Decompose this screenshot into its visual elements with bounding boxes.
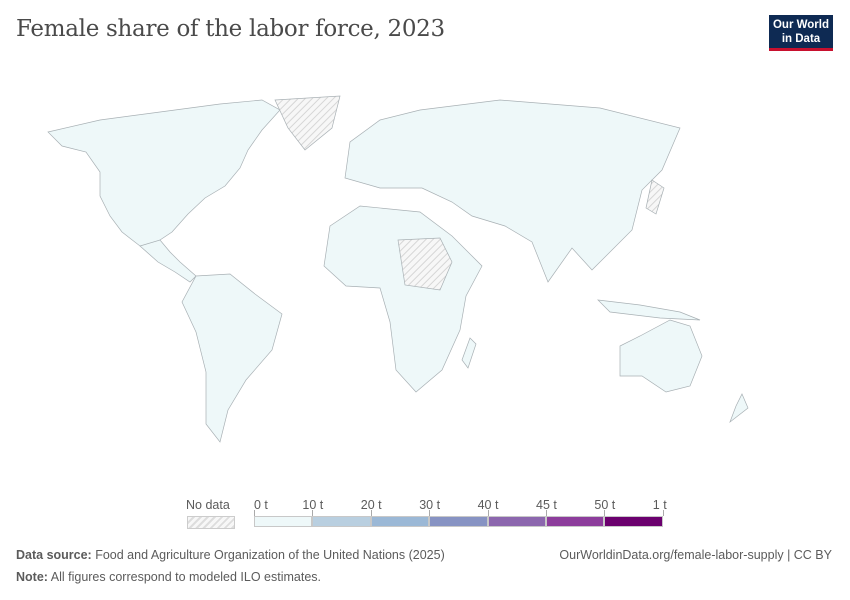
new-zealand[interactable] <box>729 393 749 424</box>
legend-bin[interactable] <box>370 516 430 527</box>
legend-no-data-label: No data <box>186 498 230 512</box>
greenland[interactable] <box>274 95 341 151</box>
source-url-link[interactable]: OurWorldinData.org/female-labor-supply |… <box>559 548 832 562</box>
madagascar[interactable] <box>461 337 477 369</box>
legend-tick-label: 40 t <box>477 498 499 512</box>
legend-tick-label: 1 t <box>652 498 667 512</box>
central-america[interactable] <box>139 239 197 283</box>
legend-tick-label: 45 t <box>536 498 557 512</box>
legend-tick-label: 0 t <box>254 498 268 512</box>
sahel-no-data[interactable] <box>397 237 453 291</box>
owid-logo[interactable]: Our World in Data <box>769 15 833 51</box>
legend-bin[interactable] <box>312 516 371 527</box>
south-america[interactable] <box>181 273 283 443</box>
note: Note: All figures correspond to modeled … <box>16 570 321 584</box>
legend-bin[interactable] <box>604 516 663 527</box>
chart-title: Female share of the labor force, 2023 <box>16 16 445 42</box>
north-america[interactable] <box>47 99 281 251</box>
legend-tick <box>604 510 606 516</box>
legend-tick <box>487 510 489 516</box>
legend-tick <box>546 510 547 516</box>
legend-tick-label: 10 t <box>302 498 324 512</box>
australia[interactable] <box>619 319 703 393</box>
legend-no-data-swatch <box>187 516 235 529</box>
legend-tick <box>370 510 372 516</box>
legend-tick <box>662 510 664 516</box>
legend-bin[interactable] <box>546 516 605 527</box>
africa[interactable] <box>323 205 483 393</box>
legend-bin[interactable] <box>487 516 546 527</box>
source-label: Data source: <box>16 548 92 562</box>
legend-tick-label: 20 t <box>360 498 382 512</box>
data-source: Data source: Food and Agriculture Organi… <box>16 548 445 562</box>
legend-tick <box>312 510 314 516</box>
legend-tick-label: 30 t <box>419 498 441 512</box>
indonesia[interactable] <box>597 299 701 321</box>
note-label: Note: <box>16 570 48 584</box>
world-map <box>47 95 749 443</box>
source-text: Food and Agriculture Organization of the… <box>95 548 445 562</box>
eurasia[interactable] <box>344 99 681 283</box>
japan[interactable] <box>645 179 665 215</box>
logo-line: in Data <box>781 33 821 45</box>
legend-bin[interactable] <box>429 516 488 527</box>
legend-tick-label: 50 t <box>594 498 616 512</box>
legend-tick <box>254 510 255 516</box>
legend-tick <box>429 510 431 516</box>
logo-line: Our World <box>772 19 829 31</box>
legend-bin[interactable] <box>254 516 313 527</box>
note-text: All figures correspond to modeled ILO es… <box>50 570 322 584</box>
